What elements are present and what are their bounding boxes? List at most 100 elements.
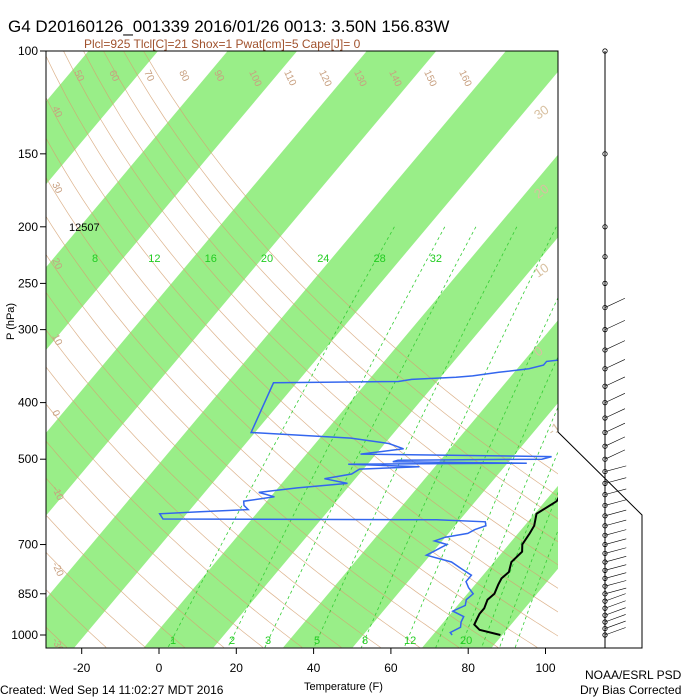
pressure-tick-label: 1000 [11, 628, 38, 642]
dry-adiabat [143, 51, 558, 475]
wind-barb [602, 151, 608, 157]
isotherm-band [0, 51, 19, 647]
dry-adiabat [46, 329, 381, 648]
pressure-tick-label: 200 [18, 220, 38, 234]
wind-barb [604, 376, 626, 387]
wind-barb [604, 449, 626, 460]
wind-barb [604, 564, 627, 571]
pressure-tick-label: 300 [18, 323, 38, 337]
isotherm-band [422, 485, 558, 648]
theta-label: 40 [49, 105, 64, 120]
wind-barb [604, 614, 626, 623]
wind-barb [602, 583, 608, 589]
theta-label: 50 [71, 69, 86, 84]
temperature-tick-label: 100 [535, 661, 555, 675]
wind-barb [604, 556, 627, 563]
mixing-ratio-label: 12 [148, 253, 160, 265]
temperature-tick-label: 0 [156, 661, 163, 675]
mixing-ratio-bottom-label: 1 [170, 635, 176, 647]
wind-barb [602, 456, 608, 462]
mixing-ratio-label: 32 [430, 253, 442, 265]
mixing-ratio-label: 28 [374, 253, 386, 265]
wind-barb [604, 587, 627, 595]
mixing-ratio-bottom-label: 20 [460, 635, 472, 647]
wind-barb [604, 607, 626, 616]
wind-barb [602, 567, 608, 573]
temperature-tick-label: 80 [462, 661, 476, 675]
wind-barb [602, 304, 608, 311]
wind-barb [604, 547, 627, 554]
isotherm-band [561, 51, 700, 647]
wind-barb [604, 393, 626, 403]
wind-barbs-panel [602, 48, 627, 648]
temperature-tick-label: -20 [73, 661, 91, 675]
wind-barb [604, 359, 626, 370]
org-credit: NOAA/ESRL PSD [585, 668, 682, 682]
isotherm-bands [0, 51, 700, 648]
dry-adiabat [46, 176, 538, 648]
wind-barb [602, 605, 608, 611]
x-axis-label: Temperature (F) [304, 681, 383, 693]
dry-adiabat [46, 403, 303, 648]
theta-label: 10 [531, 260, 551, 281]
wind-barb [604, 465, 627, 472]
dry-adiabat [46, 137, 558, 637]
wind-barb [602, 559, 608, 565]
dry-adiabat [46, 440, 264, 648]
theta-label: 110 [281, 69, 298, 88]
mixing-ratio-labels: 8 12 16 20 24 28 321 2 3 5 8 12 20 [92, 253, 472, 647]
temperature-tick-label: 40 [307, 661, 321, 675]
mixing-ratio-label: 24 [317, 253, 329, 265]
temperature-axis: -20 0 20 40 60 80 100 [73, 648, 556, 675]
dry-adiabat [46, 97, 558, 613]
dry-adiabat [46, 477, 224, 648]
sounding-traces [158, 359, 558, 636]
dry-adiabat [46, 254, 459, 648]
wind-barb [602, 224, 608, 230]
pressure-tick-label: 150 [18, 147, 38, 161]
wind-barb [602, 280, 608, 286]
temperature-tick-label: 60 [384, 661, 398, 675]
wind-barb [602, 48, 608, 54]
mixing-ratio-label: 8 [92, 253, 98, 265]
isotherm-band [283, 320, 558, 648]
wind-barb [604, 627, 626, 636]
dewpoint-line [158, 359, 558, 636]
wind-barb [602, 347, 608, 353]
dry-adiabat [46, 551, 146, 648]
wind-barb [602, 400, 608, 406]
dry-adiabat [46, 366, 342, 648]
dry-adiabat [46, 55, 558, 589]
dry-adiabats [46, 51, 558, 648]
mixing-ratio-line [499, 491, 558, 648]
theta-label: 150 [421, 69, 438, 89]
mixing-ratio-bottom-label: 8 [362, 635, 368, 647]
wind-barb [602, 541, 608, 548]
mixing-ratio-line [227, 226, 446, 648]
mixing-ratio-line [403, 296, 558, 648]
chart-subtitle: Plcl=925 Tlcl[C]=21 Shox=1 Pwat[cm]=5 Ca… [84, 37, 361, 51]
theta-label: 60 [106, 69, 121, 84]
wind-barb [602, 366, 608, 372]
isotherm-band [46, 51, 437, 516]
temperature-line [473, 496, 558, 636]
wind-barb [602, 550, 608, 557]
wind-barb [602, 625, 608, 632]
mixing-ratio-line [264, 226, 477, 648]
height-label: 12507 [69, 222, 100, 234]
pressure-axis: 100 150 200 250 300 400 500 700 850 1000 [11, 44, 46, 642]
dry-adiabat [46, 514, 185, 648]
wind-barb [604, 509, 627, 517]
plot-frame [45, 50, 643, 649]
bias-note: Dry Bias Corrected [580, 683, 681, 697]
theta-label: 20 [531, 181, 551, 202]
wind-barb [604, 499, 627, 506]
theta-label: 90 [211, 69, 226, 84]
wind-barb [604, 298, 626, 308]
wind-barb [604, 580, 627, 587]
wind-barb [602, 254, 608, 260]
theta-label: 70 [141, 69, 156, 84]
wind-barb [602, 443, 608, 449]
frame-line [45, 50, 643, 649]
mixing-ratio-bottom-label: 5 [314, 635, 320, 647]
